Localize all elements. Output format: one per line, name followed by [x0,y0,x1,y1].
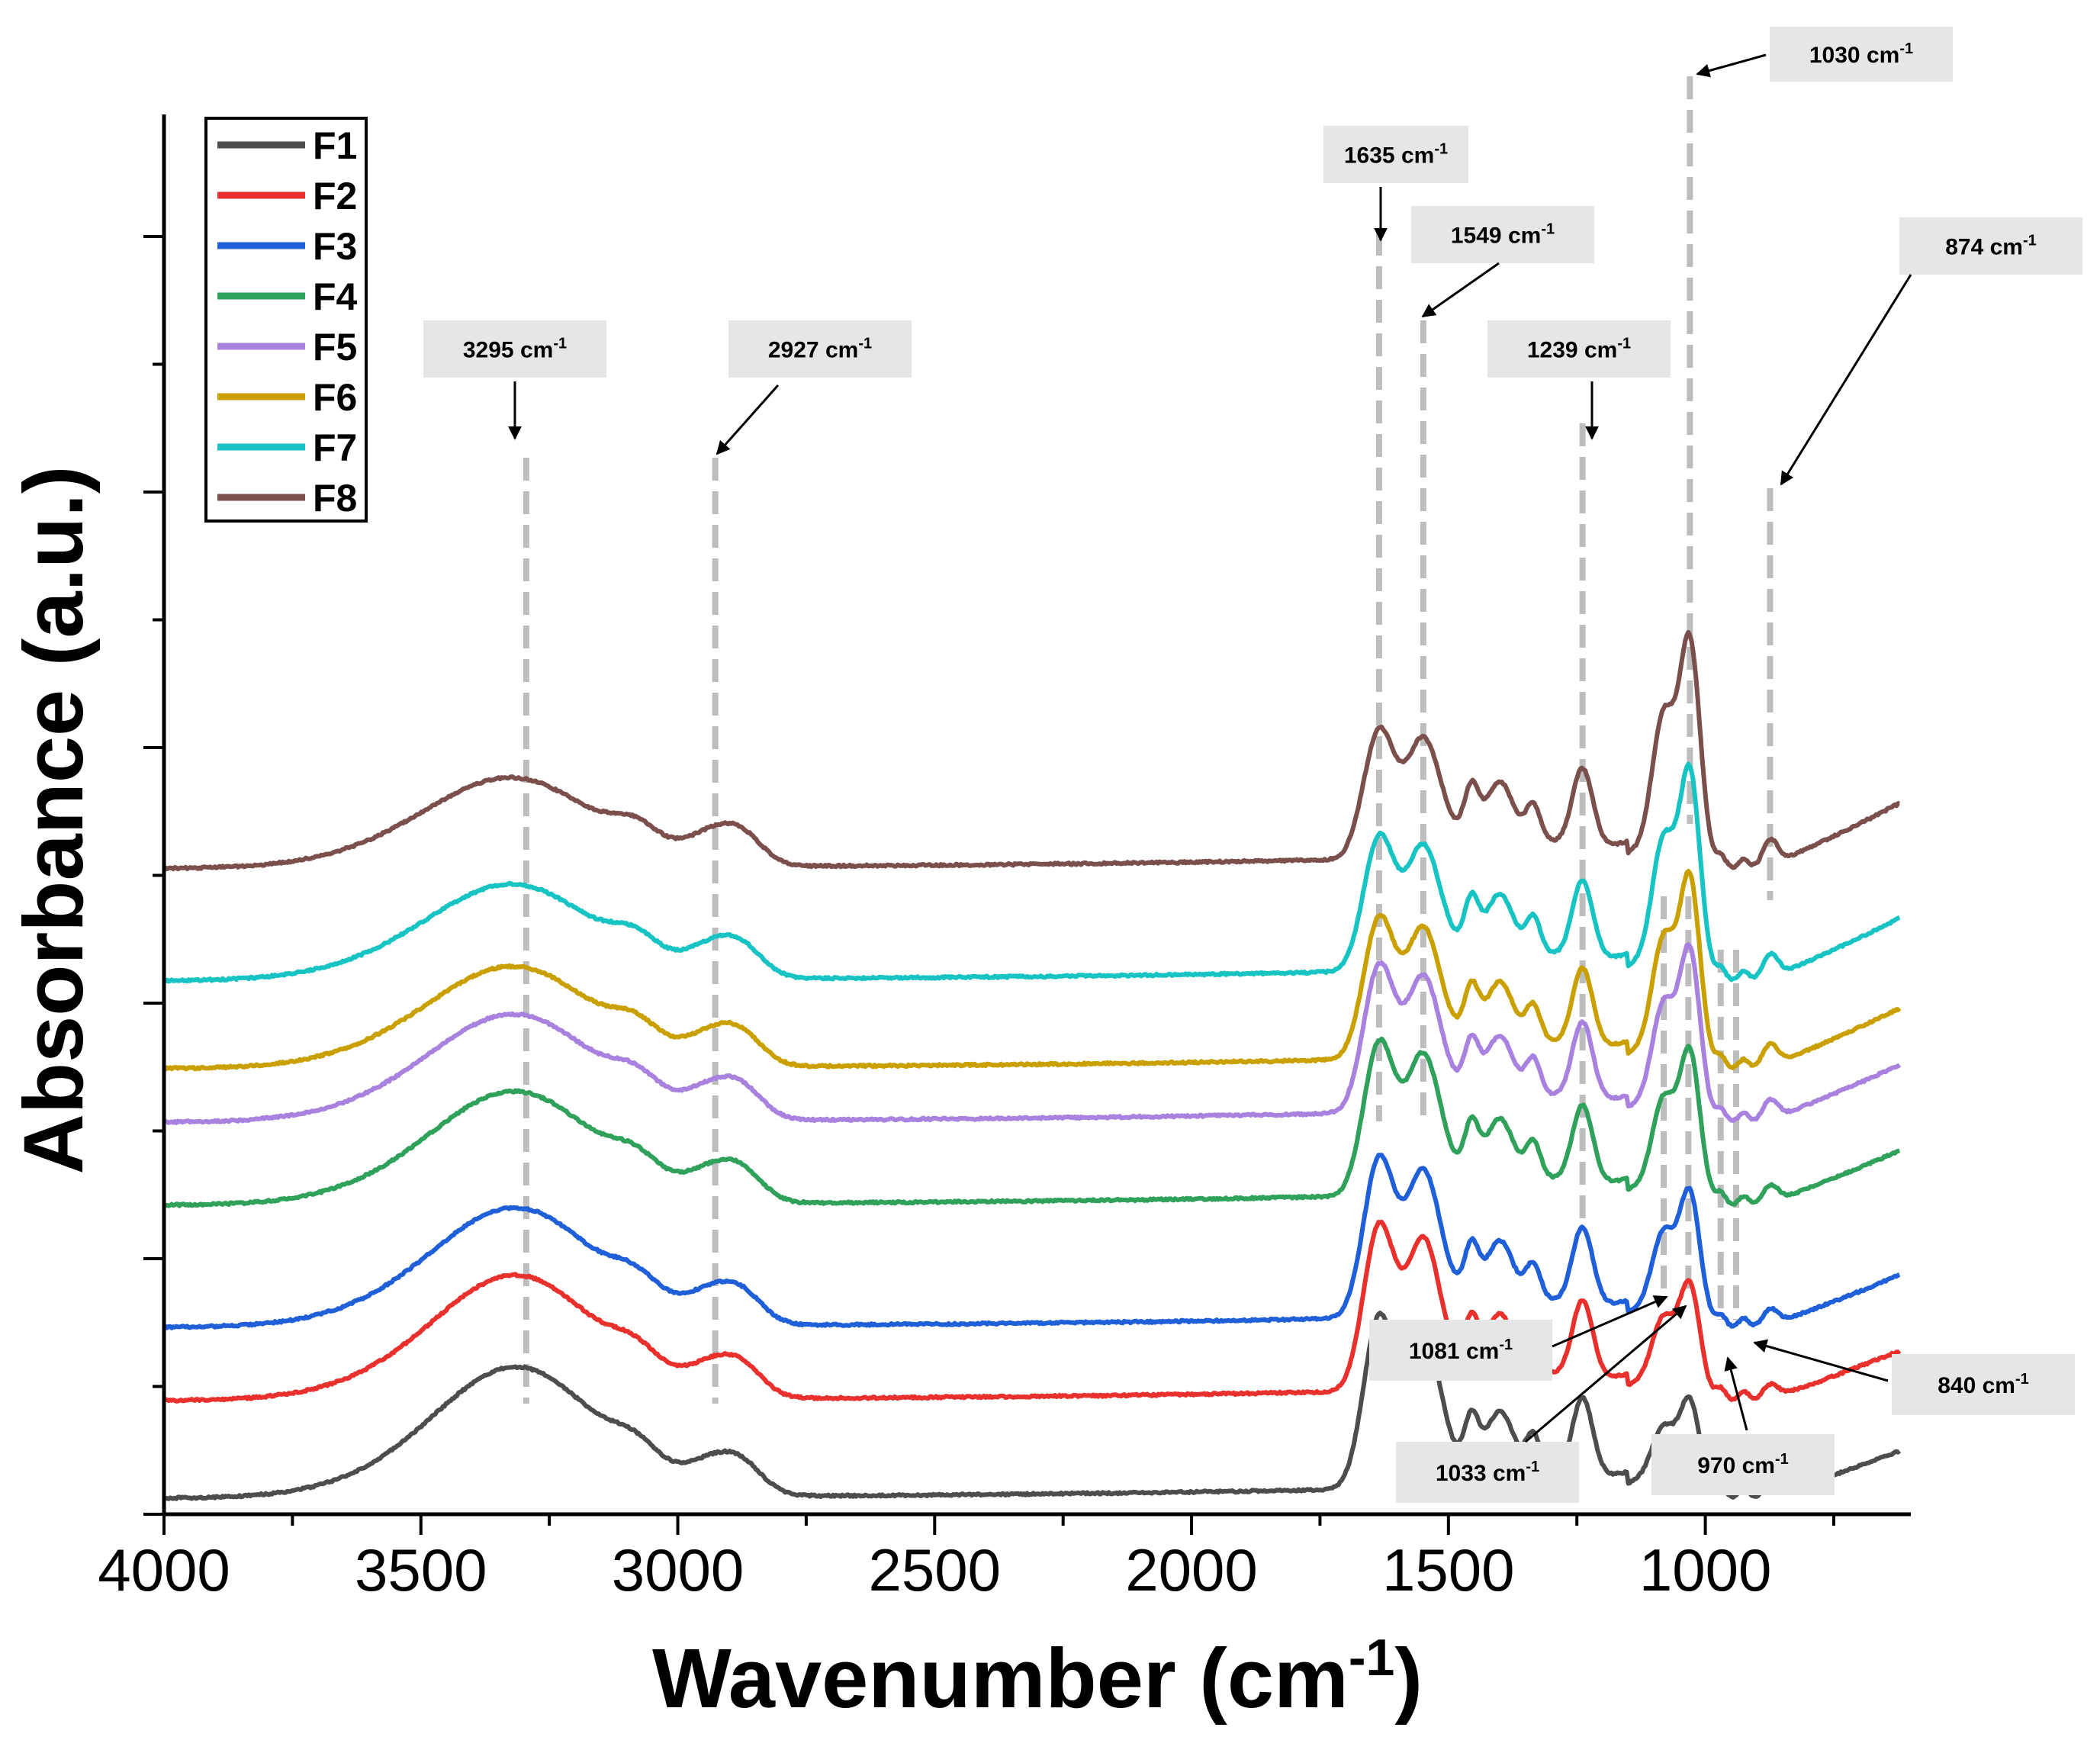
peak-arrow [1696,53,1767,78]
legend-label-f6: F6 [313,376,357,419]
peak-label-box [1411,206,1594,263]
legend-label-f1: F1 [313,124,357,167]
peak-label: 1081 cm-1 [1409,1337,1513,1364]
x-tick-label: 3000 [612,1536,744,1604]
reference-lines [523,76,1774,1404]
series-line-f3 [163,1153,1901,1330]
series-layer [162,629,1902,1501]
peak-label: 1033 cm-1 [1436,1459,1539,1486]
series-line-f7 [162,761,1901,984]
peak-label: 1549 cm-1 [1451,221,1555,249]
series-line-f8 [163,629,1901,872]
peak-arrow [716,384,780,455]
peak-arrow [1780,274,1912,486]
peak-label: 970 cm-1 [1697,1451,1789,1478]
series-line-f4 [163,1036,1901,1208]
peak-label: 3295 cm-1 [463,336,567,363]
peak-label: 2927 cm-1 [768,336,872,363]
peak-label-box [728,320,912,378]
peak-arrow [1525,1304,1687,1443]
x-tick-label: 3500 [355,1536,487,1604]
peak-label-box [1899,217,2082,275]
y-axis-title: Absorbance (a.u.) [7,465,101,1174]
peak-arrow [1753,1339,1889,1382]
peak-annotations: 3295 cm-1 2927 cm-1 1635 cm-1 1549 cm-1 1239… [423,27,2082,1503]
x-tick-label: 1500 [1382,1536,1515,1604]
series-line-f5 [162,942,1902,1125]
peak-label: 874 cm-1 [1945,233,2037,260]
legend-label-f3: F3 [313,225,357,268]
peak-label-box [1892,1354,2075,1415]
peak-label-box [1323,126,1468,183]
axes [162,114,1911,1517]
legend-label-f7: F7 [313,426,357,469]
legend-label-f8: F8 [313,477,357,519]
legend-label-f4: F4 [313,275,358,318]
series-line-f2 [162,1219,1902,1404]
peak-arrow [1421,262,1500,318]
peak-label-box [1487,320,1671,378]
legend: F1 F2 F3 F4 F5 F6 F7 F8 [204,117,368,523]
peak-label: 1030 cm-1 [1809,40,1913,68]
x-tick-label: 2000 [1125,1536,1258,1604]
series-line-f1 [162,1311,1902,1501]
peak-label: 840 cm-1 [1938,1371,2029,1398]
peak-label-box [1396,1442,1579,1503]
peak-label-box [423,320,606,378]
peak-label-box [1770,27,1953,82]
x-tick-label: 2500 [869,1536,1002,1604]
x-axis-title: Wavenumber (cm-1) [652,1629,1423,1726]
legend-box [204,117,368,523]
series-line-f6 [162,868,1902,1072]
legend-label-f2: F2 [313,175,357,217]
peak-label: 1239 cm-1 [1527,336,1631,363]
peak-label: 1635 cm-1 [1344,141,1448,169]
peak-arrow [1724,1356,1748,1431]
x-tick-label: 4000 [98,1536,230,1604]
x-ticks: 4000 3500 3000 2500 2000 1500 1000 [98,1514,1835,1604]
legend-label-f5: F5 [313,326,357,368]
x-tick-label: 1000 [1639,1536,1772,1604]
peak-label-box [1369,1320,1552,1381]
peak-label-box [1651,1434,1835,1495]
peak-arrow [1552,1295,1668,1348]
y-ticks [143,235,164,1516]
